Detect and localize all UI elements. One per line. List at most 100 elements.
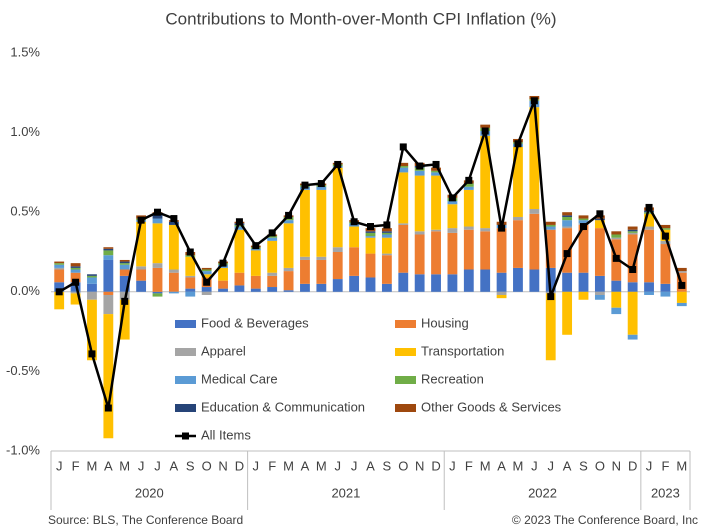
bar-segment: [447, 232, 458, 275]
bar-segment: [545, 229, 556, 268]
bar-segment: [152, 223, 163, 264]
line-marker: [465, 176, 473, 184]
bar-segment: [103, 294, 114, 315]
bar-segment: [70, 293, 81, 305]
bar-segment: [594, 218, 605, 221]
bar-segment: [562, 272, 573, 292]
x-tick-label: J: [646, 458, 653, 473]
bar-segment: [316, 259, 327, 284]
bar-segment: [267, 272, 278, 276]
year-label: 2022: [528, 485, 557, 500]
y-tick-label: 1.0%: [10, 124, 40, 139]
bar-segment: [168, 224, 179, 270]
bar-segment: [644, 291, 654, 295]
bar-segment: [594, 220, 605, 229]
bar-segment: [119, 259, 130, 262]
line-marker: [563, 250, 571, 258]
bar-segment: [316, 283, 327, 292]
bar-segment: [300, 256, 310, 260]
bar-segment: [594, 291, 605, 295]
bar-segment: [365, 231, 376, 233]
bar-segment: [136, 280, 147, 292]
bar-segment: [529, 107, 540, 210]
bar-segment: [562, 216, 573, 221]
bar-segment: [431, 229, 441, 232]
bar-segment: [381, 237, 392, 254]
bar-segment: [54, 267, 65, 270]
bar-segment: [283, 267, 294, 272]
bar-segment: [480, 269, 491, 292]
bar-segment: [87, 275, 97, 278]
bar-segment: [447, 228, 458, 233]
bar-segment: [300, 259, 310, 284]
bar-segment: [578, 272, 589, 292]
line-marker: [104, 404, 112, 412]
bar-segment: [676, 291, 687, 303]
bar-segment: [70, 263, 81, 267]
bar-segment: [267, 275, 278, 288]
bar-segment: [545, 267, 556, 292]
bar-segment: [234, 229, 245, 273]
bar-segment: [70, 269, 81, 273]
legend-label: Food & Beverages: [201, 315, 309, 330]
bar-segment: [365, 236, 376, 238]
bar-segment: [201, 267, 212, 270]
legend-swatch: [395, 348, 416, 356]
line-marker: [432, 160, 440, 168]
legend-swatch: [175, 404, 196, 412]
line-marker: [661, 232, 669, 240]
bar-segment: [627, 282, 638, 292]
bar-segment: [611, 231, 622, 235]
bar-segment: [332, 279, 343, 292]
bar-segment: [627, 232, 638, 235]
bar-segment: [578, 220, 589, 224]
bar-segment: [185, 277, 196, 289]
bar-segment: [627, 234, 638, 283]
chart-title: Contributions to Month-over-Month CPI In…: [165, 9, 556, 28]
x-tick-label: J: [351, 458, 358, 473]
legend-label: Apparel: [201, 343, 246, 358]
line-marker: [203, 278, 211, 286]
x-tick-label: D: [431, 458, 440, 473]
line-marker: [383, 221, 391, 229]
bar-segment: [660, 228, 671, 230]
bar-segment: [594, 275, 605, 292]
bar-segment: [136, 221, 147, 267]
bar-segment: [218, 288, 228, 292]
x-tick-label: J: [531, 458, 538, 473]
bar-segment: [365, 232, 376, 237]
line-marker: [645, 203, 653, 211]
bar-segment: [431, 274, 441, 292]
bar-segment: [627, 231, 638, 233]
bar-segment: [168, 221, 179, 225]
bar-segment: [578, 215, 589, 219]
bar-segment: [496, 294, 507, 299]
bar-segment: [480, 124, 491, 128]
x-tick-label: O: [398, 458, 408, 473]
bar-segment: [562, 226, 573, 229]
bar-segment: [234, 226, 245, 230]
x-tick-label: O: [595, 458, 605, 473]
bar-segment: [250, 275, 261, 289]
bar-segment: [644, 282, 654, 292]
line-marker: [235, 218, 243, 226]
y-tick-label: -1.0%: [6, 442, 40, 457]
bar-segment: [545, 221, 556, 225]
x-tick-label: A: [301, 458, 310, 473]
bar-segment: [414, 274, 425, 292]
bar-segment: [381, 231, 392, 233]
bar-segment: [332, 247, 343, 252]
line-marker: [481, 127, 489, 135]
x-tick-label: J: [334, 458, 341, 473]
bar-segment: [381, 255, 392, 284]
bar-segment: [152, 213, 163, 219]
bar-segment: [349, 226, 360, 248]
bar-segment: [283, 271, 294, 291]
x-tick-label: F: [72, 458, 80, 473]
bar-segment: [103, 255, 114, 260]
bar-segment: [54, 269, 65, 283]
bar-segment: [398, 167, 409, 173]
x-tick-label: A: [170, 458, 179, 473]
year-label: 2020: [135, 485, 164, 500]
bar-segment: [185, 288, 196, 292]
